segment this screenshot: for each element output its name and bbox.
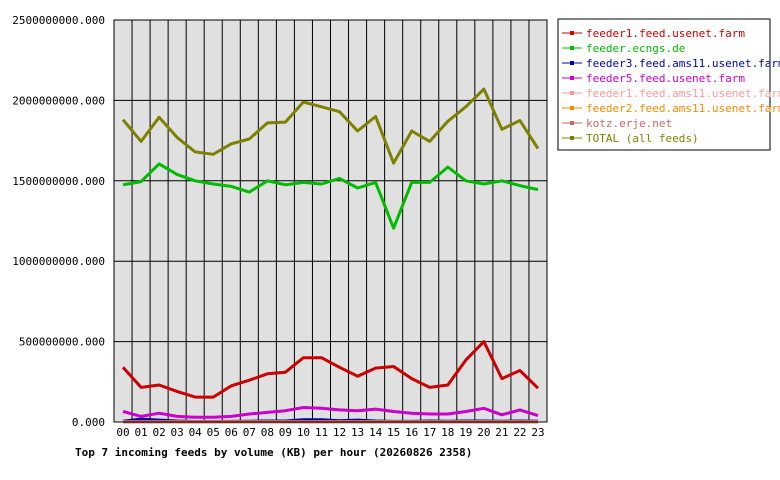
x-tick-label: 03 — [171, 426, 184, 439]
x-tick-label: 14 — [369, 426, 383, 439]
legend-label: feeder3.feed.ams11.usenet.farm — [586, 57, 780, 70]
x-tick-label: 16 — [405, 426, 418, 439]
y-tick-label: 0.000 — [72, 416, 105, 429]
legend-marker — [570, 121, 574, 125]
legend-label: feeder2.feed.ams11.usenet.farm — [586, 102, 780, 115]
y-tick-label: 2000000000.000 — [12, 94, 105, 107]
x-tick-label: 00 — [116, 426, 129, 439]
legend-box — [557, 18, 771, 151]
x-tick-label: 06 — [225, 426, 238, 439]
legend-marker — [570, 46, 574, 50]
legend-marker — [570, 136, 574, 140]
legend-label: kotz.erje.net — [586, 117, 672, 130]
x-axis-ticks: 00 01 02 03 04 05 06 07 08 09 10 11 12 13 14 15 16 17 18 19… — [116, 426, 544, 439]
x-tick-label: 10 — [297, 426, 310, 439]
legend-marker — [570, 106, 574, 110]
x-tick-label: 12 — [333, 426, 346, 439]
x-tick-label: 21 — [495, 426, 508, 439]
series-line-3 — [122, 406, 539, 419]
x-tick-label: 01 — [134, 426, 147, 439]
grid — [114, 19, 547, 423]
series-line-0 — [121, 340, 540, 399]
x-tick-label: 07 — [243, 426, 256, 439]
legend-label: feeder.ecngs.de — [586, 42, 685, 55]
series-line-1 — [122, 162, 539, 230]
y-tick-label: 500000000.000 — [19, 336, 105, 349]
series-line-7 — [121, 87, 540, 165]
x-tick-label: 04 — [189, 426, 203, 439]
x-tick-label: 09 — [279, 426, 292, 439]
legend-marker — [570, 76, 574, 80]
x-tick-label: 19 — [459, 426, 472, 439]
legend-marker — [570, 61, 574, 65]
legend-label: feeder1.feed.usenet.farm — [586, 27, 745, 40]
x-tick-label: 17 — [423, 426, 436, 439]
x-tick-label: 13 — [351, 426, 364, 439]
y-tick-label: 1500000000.000 — [12, 175, 105, 188]
x-tick-label: 08 — [261, 426, 274, 439]
legend-label: feeder5.feed.usenet.farm — [586, 72, 745, 85]
legend-marker — [570, 91, 574, 95]
legend-label: TOTAL (all feeds) — [586, 132, 699, 145]
x-tick-label: 22 — [513, 426, 526, 439]
plot-border — [113, 19, 548, 423]
x-tick-label: 18 — [441, 426, 454, 439]
x-tick-label: 20 — [477, 426, 490, 439]
y-tick-label: 1000000000.000 — [12, 255, 105, 268]
x-tick-label: 02 — [152, 426, 165, 439]
x-tick-label: 05 — [207, 426, 220, 439]
legend-label: feeder1.feed.ams11.usenet.farm — [586, 87, 780, 100]
y-tick-label: 2500000000.000 — [12, 14, 105, 27]
x-tick-label: 11 — [315, 426, 328, 439]
x-tick-label: 15 — [387, 426, 400, 439]
legend-marker — [570, 31, 574, 35]
x-tick-label: 23 — [531, 426, 544, 439]
legend: feeder1.feed.usenet.farm feeder.ecngs.de f… — [557, 18, 780, 151]
chart-title: Top 7 incoming feeds by volume (KB) per … — [75, 446, 472, 459]
y-axis-ticks: 0.000 500000000.000 1000000000.000 15000000… — [12, 14, 105, 429]
